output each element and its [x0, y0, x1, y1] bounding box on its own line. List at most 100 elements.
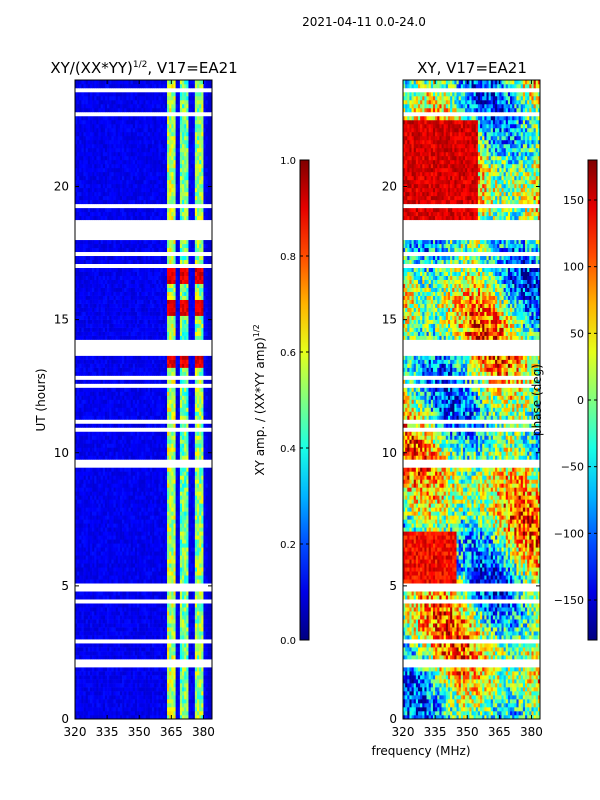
amplitude-heatmap-cell	[158, 407, 161, 412]
amplitude-heatmap-cell	[160, 647, 164, 652]
amplitude-heatmap-cell	[98, 647, 101, 652]
amplitude-heatmap-cell	[152, 643, 155, 648]
amplitude-heatmap-cell	[197, 447, 200, 452]
amplitude-heatmap-cell	[143, 411, 146, 416]
amplitude-heatmap-cell	[77, 447, 80, 452]
amplitude-heatmap-cell	[164, 667, 168, 672]
amplitude-heatmap-cell	[162, 527, 166, 532]
amplitude-heatmap-cell	[197, 571, 200, 576]
amplitude-heatmap-cell	[173, 435, 176, 440]
amplitude-heatmap-cell	[102, 359, 106, 364]
amplitude-heatmap-cell	[96, 367, 99, 372]
amplitude-heatmap-cell	[94, 683, 97, 688]
amplitude-heatmap-cell	[179, 707, 183, 712]
amplitude-heatmap-cell	[197, 715, 200, 719]
amplitude-heatmap-cell	[85, 407, 89, 412]
amplitude-heatmap-cell	[188, 503, 191, 508]
amplitude-heatmap-cell	[179, 439, 183, 444]
amplitude-heatmap-cell	[75, 607, 78, 612]
amplitude-heatmap-cell	[182, 687, 185, 692]
amplitude-heatmap-cell	[134, 679, 138, 684]
amplitude-heatmap-cell	[175, 619, 179, 624]
amplitude-heatmap-cell	[75, 627, 78, 632]
amplitude-heatmap-cell	[175, 455, 179, 460]
amplitude-heatmap-cell	[81, 627, 84, 632]
amplitude-heatmap-cell	[143, 479, 146, 484]
amplitude-heatmap-cell	[79, 559, 82, 564]
amplitude-heatmap-cell	[85, 607, 89, 612]
amplitude-heatmap-cell	[184, 371, 187, 376]
amplitude-heatmap-cell	[209, 363, 212, 368]
amplitude-heatmap-cell	[126, 387, 129, 392]
amplitude-heatmap-cell	[173, 615, 176, 620]
amplitude-heatmap-cell	[149, 575, 153, 580]
amplitude-heatmap-cell	[87, 515, 91, 520]
amplitude-heatmap-cell	[87, 443, 91, 448]
amplitude-heatmap-cell	[117, 527, 121, 532]
amplitude-heatmap-cell	[137, 647, 140, 652]
amplitude-heatmap-cell	[75, 435, 78, 440]
amplitude-heatmap-cell	[111, 675, 114, 680]
amplitude-heatmap-cell	[207, 623, 211, 628]
amplitude-heatmap-cell	[87, 575, 91, 580]
amplitude-heatmap-cell	[92, 647, 95, 652]
amplitude-heatmap-cell	[77, 415, 80, 420]
amplitude-heatmap-cell	[197, 403, 200, 408]
amplitude-heatmap-cell	[94, 559, 97, 564]
amplitude-heatmap-cell	[92, 707, 95, 712]
amplitude-heatmap-cell	[207, 603, 211, 608]
amplitude-heatmap-cell	[184, 567, 187, 572]
amplitude-heatmap-cell	[139, 627, 142, 632]
amplitude-heatmap-cell	[119, 655, 123, 660]
amplitude-heatmap-cell	[132, 563, 136, 568]
amplitude-heatmap-cell	[186, 531, 189, 536]
amplitude-heatmap-cell	[207, 695, 211, 700]
amplitude-heatmap-cell	[158, 403, 161, 408]
amplitude-heatmap-cell	[209, 591, 212, 596]
amplitude-heatmap-cell	[113, 491, 116, 496]
amplitude-heatmap-cell	[102, 551, 106, 556]
amplitude-heatmap-cell	[175, 499, 179, 504]
amplitude-heatmap-cell	[152, 475, 155, 480]
amplitude-heatmap-cell	[104, 579, 108, 584]
amplitude-heatmap-cell	[147, 495, 151, 500]
amplitude-heatmap-cell	[201, 699, 204, 704]
amplitude-heatmap-cell	[89, 559, 93, 564]
amplitude-heatmap-cell	[173, 535, 176, 540]
amplitude-heatmap-cell	[98, 547, 101, 552]
amplitude-heatmap-cell	[75, 543, 78, 548]
amplitude-heatmap-cell	[128, 547, 131, 552]
amplitude-heatmap-cell	[128, 683, 131, 688]
amplitude-heatmap-cell	[87, 359, 91, 364]
amplitude-heatmap-cell	[98, 567, 101, 572]
amplitude-heatmap-cell	[87, 655, 91, 660]
amplitude-heatmap-cell	[87, 679, 91, 684]
amplitude-heatmap-cell	[199, 679, 202, 684]
amplitude-heatmap-cell	[154, 559, 157, 564]
amplitude-heatmap-cell	[79, 635, 82, 640]
amplitude-heatmap-cell	[96, 551, 99, 556]
amplitude-heatmap-cell	[177, 371, 181, 376]
amplitude-heatmap-cell	[197, 691, 200, 696]
amplitude-heatmap-cell	[87, 563, 91, 568]
amplitude-heatmap-cell	[149, 671, 153, 676]
amplitude-heatmap-cell	[115, 487, 119, 492]
amplitude-heatmap-cell	[145, 563, 149, 568]
amplitude-heatmap-cell	[89, 679, 93, 684]
amplitude-heatmap-cell	[92, 571, 95, 576]
amplitude-heatmap-cell	[85, 487, 89, 492]
amplitude-heatmap-cell	[115, 611, 119, 616]
amplitude-heatmap-cell	[79, 579, 82, 584]
amplitude-heatmap-cell	[167, 579, 170, 584]
amplitude-heatmap-cell	[182, 431, 185, 436]
amplitude-heatmap-cell	[197, 615, 200, 620]
amplitude-heatmap-cell	[92, 411, 95, 416]
amplitude-heatmap-cell	[122, 455, 125, 460]
amplitude-heatmap-cell	[100, 503, 104, 508]
amplitude-heatmap-cell	[137, 391, 140, 396]
amplitude-heatmap-cell	[111, 471, 114, 476]
amplitude-heatmap-cell	[89, 407, 93, 412]
amplitude-heatmap-cell	[147, 403, 151, 408]
amplitude-heatmap-cell	[192, 423, 196, 428]
amplitude-heatmap-cell	[192, 531, 196, 536]
